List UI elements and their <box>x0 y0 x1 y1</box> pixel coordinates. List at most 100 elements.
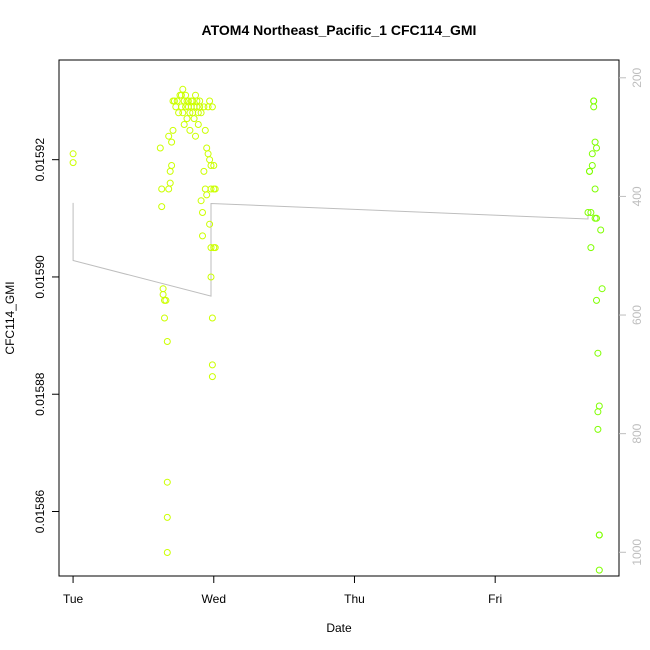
data-point <box>159 291 167 298</box>
data-point <box>594 425 602 433</box>
y-axis-right: 200 400 600 800 1000 <box>619 67 644 566</box>
data-point <box>207 244 215 252</box>
data-point <box>161 314 168 322</box>
data-point <box>208 373 216 381</box>
data-point <box>200 167 208 175</box>
data-point <box>168 162 176 169</box>
data-point <box>207 273 215 281</box>
data-point <box>165 185 173 193</box>
data-point <box>206 156 214 164</box>
data-point <box>595 566 603 574</box>
data-point <box>598 285 606 293</box>
data-point <box>210 162 218 169</box>
data-point <box>590 97 598 105</box>
data-point <box>593 144 600 152</box>
y-tick-label: 0.01586 <box>33 489 47 533</box>
data-point <box>587 244 595 252</box>
data-point <box>69 150 77 158</box>
data-point <box>588 150 596 158</box>
y2-tick-label: 600 <box>630 305 644 325</box>
data-point <box>179 85 187 93</box>
x-axis: Tue Wed Thu Fri <box>63 575 502 606</box>
y2-tick-label: 400 <box>630 186 644 206</box>
data-point <box>201 185 209 193</box>
y-tick-label: 0.01592 <box>33 138 47 182</box>
data-point <box>203 144 211 152</box>
data-point <box>594 349 602 357</box>
data-point <box>593 214 600 222</box>
data-point <box>588 162 596 169</box>
data-point <box>201 126 209 134</box>
data-point <box>190 115 198 123</box>
data-point <box>169 126 177 134</box>
data-point <box>163 338 171 345</box>
data-point <box>175 109 183 117</box>
data-point <box>206 97 214 105</box>
data-point <box>211 185 219 193</box>
data-point <box>211 244 219 252</box>
data-point <box>595 531 603 539</box>
y2-tick-label: 1000 <box>630 539 644 566</box>
x-tick-label: Fri <box>488 592 502 606</box>
data-point <box>591 138 599 146</box>
data-point <box>207 162 215 169</box>
data-point <box>163 513 171 521</box>
data-point <box>179 109 187 117</box>
data-point <box>593 296 600 304</box>
data-point <box>207 185 215 193</box>
data-point <box>591 185 599 193</box>
data-point <box>194 121 202 128</box>
y-axis: 0.01586 0.01588 0.01590 0.01592 <box>33 138 59 533</box>
data-point <box>173 97 181 105</box>
x-tick-label: Wed <box>202 592 226 606</box>
data-point <box>204 150 212 158</box>
data-point <box>197 197 205 205</box>
data-point <box>180 121 188 128</box>
data-point <box>208 361 216 369</box>
y2-tick-label: 200 <box>630 67 644 87</box>
data-point <box>595 402 603 410</box>
data-point <box>69 159 77 167</box>
data-point <box>163 549 171 556</box>
data-point <box>162 296 170 304</box>
depth-line <box>72 202 589 297</box>
data-point <box>159 285 167 293</box>
x-tick-label: Tue <box>63 592 84 606</box>
y2-tick-label: 800 <box>630 423 644 443</box>
depth-profile-line <box>72 202 589 297</box>
data-point <box>594 408 602 416</box>
plot-frame <box>58 59 620 577</box>
data-point <box>597 226 605 234</box>
data-point <box>197 109 205 117</box>
x-axis-label: Date <box>326 621 352 635</box>
chart-title: ATOM4 Northeast_Pacific_1 CFC114_GMI <box>202 22 477 38</box>
data-point <box>208 103 216 111</box>
data-point <box>166 179 174 187</box>
data-point <box>156 144 164 152</box>
data-point <box>192 91 199 99</box>
data-point <box>192 132 199 140</box>
data-point <box>586 167 593 175</box>
y-tick-label: 0.01588 <box>33 372 47 416</box>
data-point <box>206 220 214 228</box>
data-point <box>186 126 194 134</box>
y-tick-label: 0.01590 <box>33 255 47 299</box>
data-point <box>584 209 592 216</box>
data-point <box>203 191 211 199</box>
data-point <box>163 478 171 486</box>
data-points <box>69 85 606 574</box>
data-point <box>158 203 166 211</box>
data-point <box>168 138 176 146</box>
data-point <box>208 314 216 322</box>
data-point <box>590 103 598 111</box>
data-point <box>158 185 166 193</box>
data-point <box>200 103 208 111</box>
data-point <box>183 115 191 123</box>
data-point <box>587 209 595 216</box>
data-point <box>199 232 206 240</box>
x-tick-label: Thu <box>344 592 365 606</box>
data-point <box>166 167 174 175</box>
data-point <box>199 209 206 216</box>
data-point <box>165 132 173 140</box>
